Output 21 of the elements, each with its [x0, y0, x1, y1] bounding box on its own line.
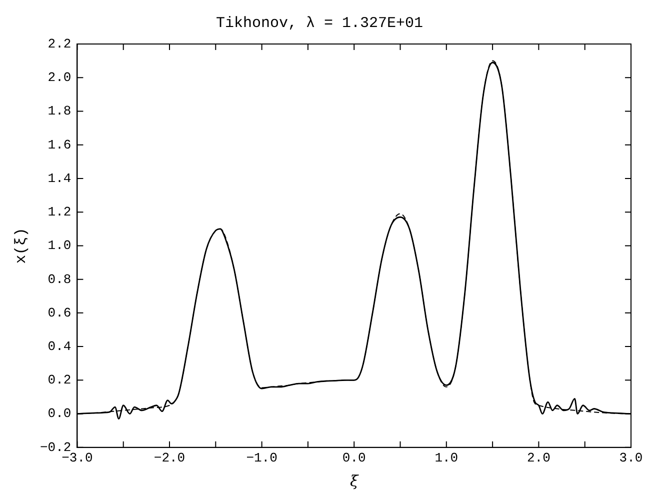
x-tick-label: 2.0 — [527, 450, 550, 466]
y-tick-label: 0.6 — [48, 305, 72, 320]
x-tick-label: 0.0 — [342, 450, 366, 466]
x-tick-label: −2.0 — [154, 450, 186, 466]
y-tick-label: 2.2 — [48, 36, 72, 52]
y-tick-label: 0.4 — [48, 338, 72, 354]
y-tick-label: 0.8 — [48, 272, 72, 287]
y-axis-title: x(ξ) — [12, 228, 30, 264]
x-axis-title: ξ — [350, 472, 359, 490]
x-tick-label: 1.0 — [434, 450, 458, 466]
y-tick-label: 1.4 — [48, 170, 72, 186]
y-tick-label: 1.6 — [48, 137, 72, 152]
x-tick-label: 3.0 — [619, 450, 643, 466]
y-tick-label: 1.8 — [48, 104, 72, 119]
y-tick-label: 1.2 — [48, 204, 72, 220]
y-tick-label: 2.0 — [48, 70, 72, 86]
y-tick-label: 0.0 — [48, 406, 72, 422]
y-tick-label: 0.2 — [48, 372, 72, 388]
chart-title: Tikhonov, λ = 1.327E+01 — [216, 14, 424, 32]
y-tick-label: 1.0 — [48, 238, 72, 254]
x-tick-label: −1.0 — [246, 450, 278, 466]
